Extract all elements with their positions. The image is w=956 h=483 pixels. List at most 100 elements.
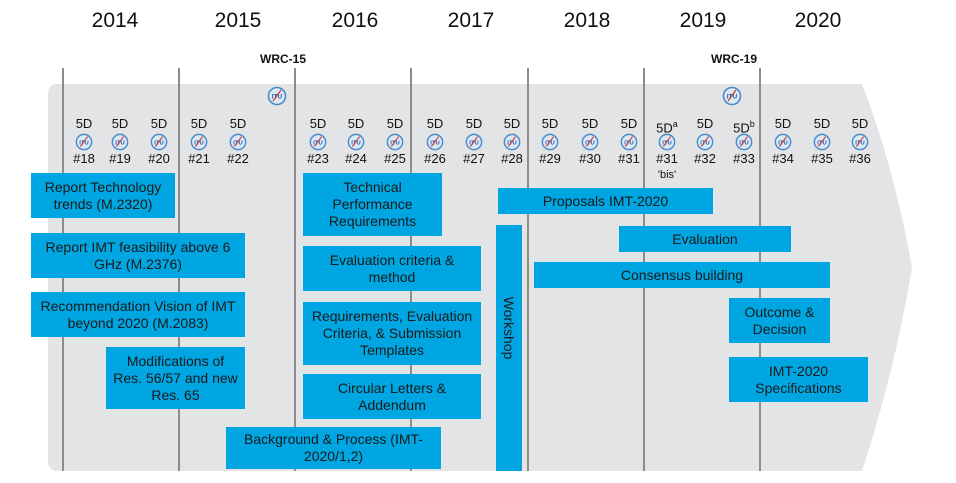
meeting-label: 5D xyxy=(528,117,572,132)
year-2014: 2014 xyxy=(91,9,139,32)
itu-logo-icon: ITU xyxy=(150,133,168,151)
svg-text:ITU: ITU xyxy=(272,94,283,101)
meeting-group-text: 5D xyxy=(309,116,327,131)
meeting-marker: 5D ITU #22 xyxy=(216,117,260,166)
itu-logo-icon: ITU xyxy=(465,133,483,151)
svg-text:ITU: ITU xyxy=(430,140,439,146)
meeting-label: 5D xyxy=(62,117,106,132)
meeting-group-text: 5D xyxy=(503,116,521,131)
meeting-label: 5D xyxy=(607,117,651,132)
meeting-label: 5D xyxy=(490,117,534,132)
meeting-footnote-mark: b xyxy=(749,119,755,129)
meeting-marker: 5D ITU #32 xyxy=(683,117,727,166)
itu-logo-icon: ITU xyxy=(735,133,753,151)
meeting-group-text: 5D xyxy=(774,116,792,131)
svg-text:ITU: ITU xyxy=(351,140,360,146)
meeting-marker: 5D ITU #23 xyxy=(296,117,340,166)
meeting-label: 5Db xyxy=(722,117,766,136)
meeting-label: 5D xyxy=(216,117,260,132)
meeting-label: 5D xyxy=(838,117,882,132)
meeting-number: #28 xyxy=(501,151,523,166)
meeting-number: #34 xyxy=(772,151,794,166)
background-process: Background & Process (IMT-2020/1,2) xyxy=(226,427,441,469)
meeting-marker: 5D ITU #28 xyxy=(490,117,534,166)
itu-logo-icon: ITU xyxy=(722,86,742,106)
year-divider xyxy=(527,68,529,471)
svg-text:ITU: ITU xyxy=(855,140,864,146)
itu-logo-icon: ITU xyxy=(347,133,365,151)
itu-logo-icon: ITU xyxy=(658,133,676,151)
itu-logo-icon: ITU xyxy=(620,133,638,151)
meeting-group-text: 5D xyxy=(75,116,93,131)
svg-text:ITU: ITU xyxy=(507,140,516,146)
itu-logo-icon: ITU xyxy=(190,133,208,151)
meeting-number: #29 xyxy=(539,151,561,166)
meeting-group-text: 5D xyxy=(733,120,750,136)
itu-logo-icon: ITU xyxy=(813,133,831,151)
proposals-imt-2020: Proposals IMT-2020 xyxy=(498,188,713,214)
year-2019: 2019 xyxy=(679,9,727,32)
itu-logo-icon: ITU xyxy=(229,133,247,151)
meeting-number: #32 xyxy=(694,151,716,166)
meeting-group-text: 5D xyxy=(229,116,247,131)
meeting-number: #21 xyxy=(188,151,210,166)
year-2016: 2016 xyxy=(331,9,379,32)
svg-text:ITU: ITU xyxy=(115,140,124,146)
meeting-group-text: 5D xyxy=(150,116,168,131)
meeting-footnote-mark: a xyxy=(672,119,678,129)
svg-text:ITU: ITU xyxy=(739,140,748,146)
itu-logo-icon: ITU xyxy=(75,133,93,151)
meeting-number: #33 xyxy=(733,151,755,166)
technical-performance-requirements: Technical Performance Requirements xyxy=(303,173,442,236)
year-2017: 2017 xyxy=(447,9,495,32)
meeting-number: #25 xyxy=(384,151,406,166)
meeting-number: #31 xyxy=(618,151,640,166)
itu-logo-icon: ITU xyxy=(541,133,559,151)
svg-text:ITU: ITU xyxy=(817,140,826,146)
meeting-number: #22 xyxy=(227,151,249,166)
meeting-label: 5D xyxy=(800,117,844,132)
meeting-marker: 5D ITU #27 xyxy=(452,117,496,166)
meeting-number: #36 xyxy=(849,151,871,166)
itu-logo-icon: ITU xyxy=(851,133,869,151)
meeting-marker: 5D ITU #24 xyxy=(334,117,378,166)
svg-text:ITU: ITU xyxy=(545,140,554,146)
meeting-marker: 5D ITU #26 xyxy=(413,117,457,166)
meeting-group-text: 5D xyxy=(386,116,404,131)
meeting-number: #18 xyxy=(73,151,95,166)
meeting-marker: 5D ITU #19 xyxy=(98,117,142,166)
year-2015: 2015 xyxy=(214,9,262,32)
svg-text:ITU: ITU xyxy=(585,140,594,146)
itu-logo-icon: ITU xyxy=(503,133,521,151)
svg-text:ITU: ITU xyxy=(727,94,738,101)
meeting-number: #27 xyxy=(463,151,485,166)
recommendation-vision: Recommendation Vision of IMT beyond 2020… xyxy=(31,292,245,337)
meeting-group-text: 5D xyxy=(813,116,831,131)
meeting-number: #20 xyxy=(148,151,170,166)
meeting-number: #26 xyxy=(424,151,446,166)
svg-text:ITU: ITU xyxy=(624,140,633,146)
meeting-label: 5D xyxy=(413,117,457,132)
svg-text:ITU: ITU xyxy=(313,140,322,146)
meeting-label: 5D xyxy=(568,117,612,132)
itu-logo-icon: ITU xyxy=(309,133,327,151)
wrc-19-label: WRC-19 xyxy=(710,52,758,66)
year-2020: 2020 xyxy=(794,9,842,32)
year-divider xyxy=(294,68,296,471)
svg-text:ITU: ITU xyxy=(778,140,787,146)
meeting-marker: 5D ITU #29 xyxy=(528,117,572,166)
modifications-resolutions: Modifications of Res. 56/57 and new Res.… xyxy=(106,347,245,409)
svg-text:ITU: ITU xyxy=(79,140,88,146)
consensus-building: Consensus building xyxy=(534,262,830,288)
meeting-group-text: 5D xyxy=(656,120,673,136)
svg-text:ITU: ITU xyxy=(700,140,709,146)
meeting-marker: 5D ITU #31 xyxy=(607,117,651,166)
meeting-marker: 5Da ITU #31 'bis' xyxy=(645,117,689,182)
wrc-15-label: WRC-15 xyxy=(259,52,307,66)
itu-logo-icon: ITU xyxy=(426,133,444,151)
meeting-group-text: 5D xyxy=(347,116,365,131)
meeting-number: #35 xyxy=(811,151,833,166)
meeting-label: 5D xyxy=(683,117,727,132)
meeting-label: 5D xyxy=(334,117,378,132)
